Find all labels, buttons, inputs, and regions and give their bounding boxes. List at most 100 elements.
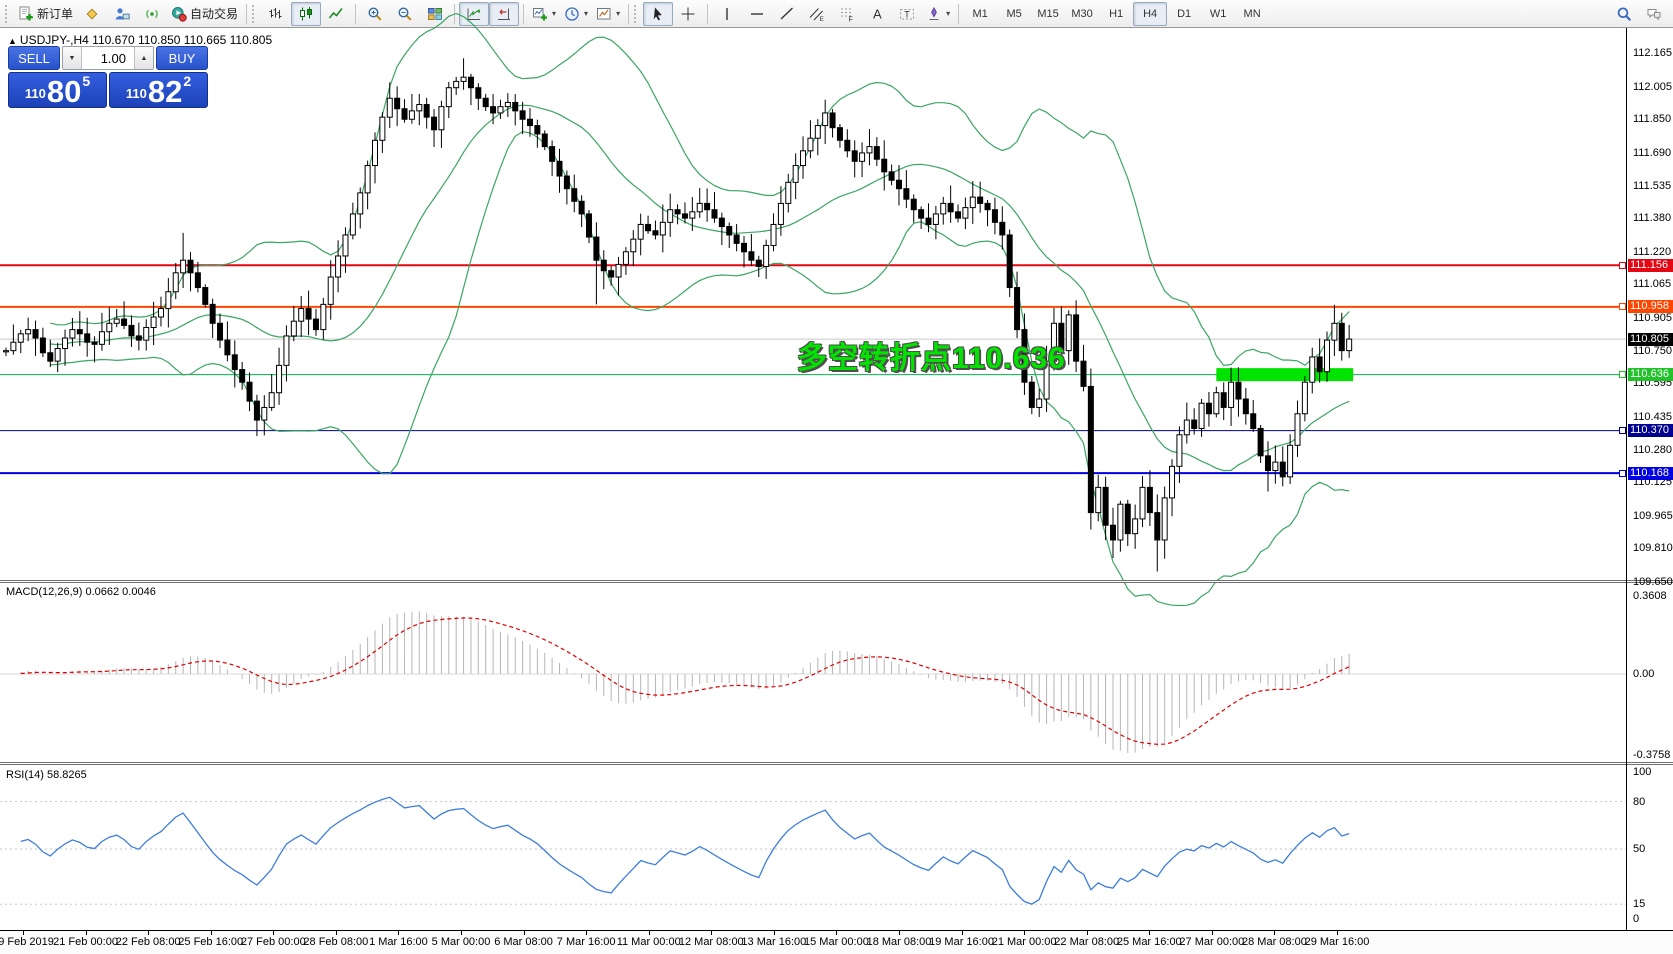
metaeditor-button[interactable] bbox=[77, 2, 107, 26]
svg-text:E: E bbox=[820, 16, 825, 22]
line-chart-mode-button[interactable] bbox=[321, 2, 351, 26]
crosshair-button[interactable] bbox=[673, 2, 703, 26]
candles-icon bbox=[300, 6, 313, 20]
bar-chart-mode-button[interactable] bbox=[261, 2, 291, 26]
timeframe-mn-button[interactable]: MN bbox=[1243, 7, 1261, 20]
clock-icon bbox=[565, 6, 579, 21]
tline-icon bbox=[780, 6, 794, 20]
signal-icon bbox=[146, 9, 158, 18]
symbol-search-button[interactable] bbox=[1609, 2, 1639, 26]
indicators-button[interactable]: ▾ bbox=[528, 2, 560, 26]
macd-scale-0.00: 0.00 bbox=[1633, 668, 1655, 680]
time-label: 12 Mar 08:00 bbox=[678, 936, 744, 948]
sell-price-button[interactable]: 110 80 5 bbox=[8, 72, 107, 108]
sell-button[interactable]: SELL bbox=[8, 46, 60, 70]
equidistant-channel-button[interactable]: E bbox=[802, 2, 832, 26]
time-tick bbox=[461, 931, 462, 935]
time-label: 21 Mar 00:00 bbox=[991, 936, 1057, 948]
time-label: 22 Mar 08:00 bbox=[1054, 936, 1120, 948]
cursor-button[interactable] bbox=[643, 1, 674, 26]
volume-decrease-button[interactable]: ▼ bbox=[63, 47, 82, 69]
text-label-button[interactable]: T bbox=[892, 2, 922, 26]
bollinger-upper-band[interactable] bbox=[50, 12, 1350, 367]
toolbar-separator bbox=[246, 3, 248, 24]
timeframe-m30-button[interactable]: M30 bbox=[1071, 7, 1093, 20]
buy-price-button[interactable]: 110 82 2 bbox=[109, 72, 208, 108]
timeframe-w1-button[interactable]: W1 bbox=[1209, 7, 1227, 20]
new-order-button[interactable]: 新订单 bbox=[14, 2, 77, 26]
time-label: 1 Mar 16:00 bbox=[369, 936, 428, 948]
chart-shift-button[interactable] bbox=[489, 1, 520, 26]
time-tick bbox=[836, 931, 837, 935]
time-tick bbox=[1149, 931, 1150, 935]
timeframe-m1-button[interactable]: M1 bbox=[972, 7, 988, 20]
signals-button[interactable] bbox=[137, 2, 167, 26]
bollinger-middle-band[interactable] bbox=[50, 104, 1350, 472]
time-tick bbox=[23, 931, 24, 935]
buy-price-base: 110 bbox=[125, 86, 147, 101]
bollinger-lower-band[interactable] bbox=[50, 130, 1350, 607]
collapse-triangle-icon[interactable]: ▲ bbox=[8, 36, 17, 46]
time-tick bbox=[148, 931, 149, 935]
labelT-icon: T bbox=[900, 8, 915, 19]
timeframe-h4-button[interactable]: H4 bbox=[1133, 1, 1168, 26]
fibonacci-button[interactable]: F bbox=[832, 2, 862, 26]
volume-value[interactable]: 1.00 bbox=[100, 50, 126, 66]
time-label: 28 Feb 08:00 bbox=[303, 936, 369, 948]
volume-increase-button[interactable]: ▲ bbox=[134, 47, 153, 69]
timeframe-h1-button[interactable]: H1 bbox=[1109, 7, 1124, 20]
auto-trading-button[interactable]: 自动交易 bbox=[167, 2, 242, 26]
price-tick-109.810: 109.810 bbox=[1633, 542, 1673, 555]
sell-price-big: 80 bbox=[46, 73, 82, 109]
candlestick-mode-button[interactable] bbox=[291, 1, 322, 26]
toolbar: 新订单 自动交易 ▾ ▾ ▾ E F A T ▾ M1 M5 M15 M30 H1 H4 D1 W1 MN bbox=[0, 0, 1673, 28]
templates-button[interactable]: ▾ bbox=[592, 2, 624, 26]
macd-panel-separator[interactable] bbox=[0, 580, 1673, 583]
toolbar-separator bbox=[523, 3, 525, 24]
horizontal-line-button[interactable] bbox=[742, 2, 772, 26]
time-tick bbox=[398, 931, 399, 935]
time-tick bbox=[711, 931, 712, 935]
zoom-in-button[interactable] bbox=[360, 2, 390, 26]
text-button[interactable]: A bbox=[862, 2, 892, 26]
macd-signal-line[interactable] bbox=[20, 617, 1350, 745]
vertical-line-button[interactable] bbox=[712, 2, 742, 26]
auto-scroll-button[interactable] bbox=[459, 1, 490, 26]
timeframe-m15-button[interactable]: M15 bbox=[1037, 7, 1059, 20]
time-tick bbox=[1337, 931, 1338, 935]
market-button[interactable] bbox=[107, 2, 137, 26]
time-axis[interactable] bbox=[0, 931, 1673, 954]
rsi-scale-50: 50 bbox=[1633, 843, 1646, 855]
rsi-line[interactable] bbox=[20, 796, 1350, 905]
price-tick-110.435: 110.435 bbox=[1633, 410, 1672, 423]
chart-annotation-text[interactable]: 多空转折点110.636 bbox=[797, 342, 1066, 375]
price-tick-109.965: 109.965 bbox=[1633, 509, 1673, 522]
textA-icon: A bbox=[873, 6, 882, 21]
chat-button[interactable] bbox=[1639, 2, 1669, 26]
market-icon bbox=[115, 7, 130, 19]
line-end-marker bbox=[1619, 427, 1626, 435]
timeframe-d1-button[interactable]: D1 bbox=[1177, 7, 1192, 20]
time-label: 19 Feb 2019 bbox=[0, 936, 54, 948]
arrows-button[interactable]: ▾ bbox=[922, 2, 954, 26]
tile-windows-button[interactable] bbox=[420, 2, 450, 26]
price-tick-110.905: 110.905 bbox=[1633, 312, 1672, 325]
search-icon bbox=[1617, 7, 1632, 21]
rsi-panel-separator[interactable] bbox=[0, 762, 1673, 765]
buy-button[interactable]: BUY bbox=[156, 46, 208, 70]
timeframe-m5-button[interactable]: M5 bbox=[1006, 7, 1022, 20]
price-tick-109.650: 109.650 bbox=[1633, 576, 1673, 589]
macd-histogram[interactable] bbox=[6, 611, 1350, 753]
time-label: 6 Mar 08:00 bbox=[494, 936, 553, 948]
periods-button[interactable]: ▾ bbox=[560, 2, 592, 26]
trendline-button[interactable] bbox=[772, 2, 802, 26]
zoom-out-button[interactable] bbox=[390, 2, 420, 26]
sell-price-base: 110 bbox=[24, 86, 46, 101]
sell-price-pip: 5 bbox=[82, 73, 91, 89]
macd-scale--0.3758: -0.3758 bbox=[1633, 748, 1671, 761]
candlesticks[interactable] bbox=[3, 58, 1353, 572]
toolbar-separator bbox=[958, 3, 960, 24]
macd-scale-0.3608: 0.3608 bbox=[1633, 590, 1667, 603]
time-tick bbox=[211, 931, 212, 935]
